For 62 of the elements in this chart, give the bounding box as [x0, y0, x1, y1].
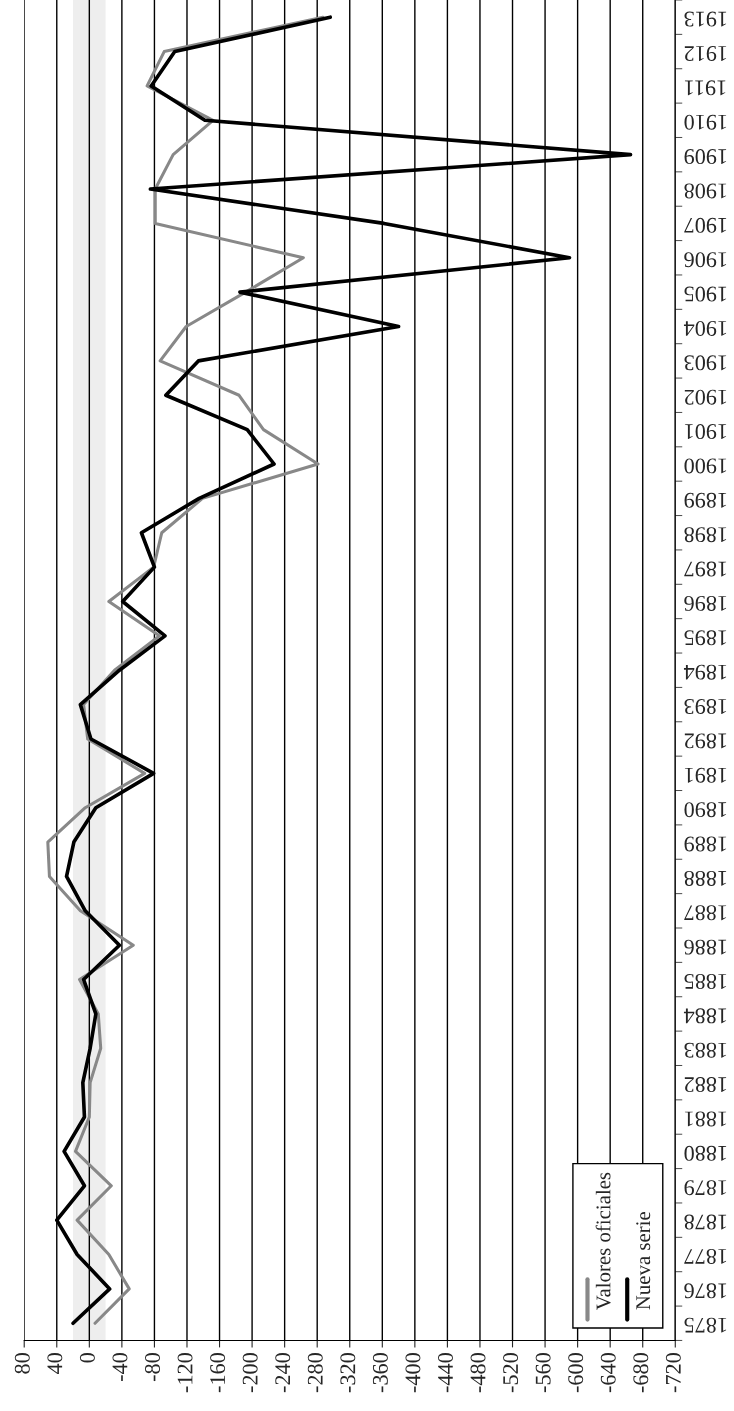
x-tick-label: -720 [665, 1353, 681, 1393]
x-tick-label: -640 [600, 1353, 616, 1393]
x-tick-label: -480 [470, 1353, 486, 1393]
y-tick-label: 1899 [684, 492, 727, 508]
y-tick-label: 1875 [684, 1317, 727, 1333]
x-tick-label: -680 [633, 1353, 649, 1393]
y-tick-label: 1886 [684, 939, 727, 955]
x-tick-label: 80 [14, 1353, 30, 1374]
y-tick-label: 1890 [684, 802, 727, 818]
x-tick-label: -520 [503, 1353, 519, 1393]
y-tick-label: 1880 [684, 1145, 727, 1161]
y-tick-label: 1911 [684, 80, 726, 96]
x-tick-label: -200 [242, 1353, 258, 1393]
x-tick-label: -400 [405, 1353, 421, 1393]
x-tick-label: -440 [437, 1353, 453, 1393]
y-tick-label: 1901 [684, 424, 727, 440]
y-tick-label: 1904 [683, 320, 727, 336]
y-tick-label: 1887 [684, 905, 727, 921]
y-tick-label: 1900 [684, 458, 727, 474]
x-tick-label: -160 [210, 1353, 226, 1393]
x-tick-label: -320 [340, 1353, 356, 1393]
y-tick-label: 1907 [684, 217, 727, 233]
y-tick-label: 1891 [684, 767, 727, 783]
text: Nueva serie [636, 1212, 651, 1310]
y-tick-label: 1913 [684, 11, 727, 27]
y-tick-label: 1912 [684, 45, 727, 61]
y-tick-label: 1888 [684, 870, 727, 886]
y-tick-label: 1903 [684, 355, 727, 371]
y-tick-label: 1883 [684, 1042, 727, 1058]
y-tick-label: 1893 [684, 699, 727, 715]
y-tick-label: 1897 [684, 561, 727, 577]
y-tick-label: 1896 [684, 595, 727, 611]
y-tick-label: 1881 [684, 1111, 727, 1127]
y-tick-label: 1909 [684, 149, 727, 165]
y-tick-label: 1894 [683, 664, 727, 680]
text: Valores oficiales [595, 1172, 611, 1310]
y-tick-label: 1902 [684, 389, 727, 405]
y-tick-label: 1876 [684, 1283, 727, 1299]
y-tick-label: 1878 [684, 1214, 727, 1230]
x-tick-label: 40 [47, 1353, 63, 1375]
y-tick-label: 1906 [684, 252, 727, 268]
x-tick-label: -360 [372, 1353, 388, 1393]
y-tick-label: 1889 [684, 836, 727, 852]
y-tick-label: 1884 [683, 1008, 727, 1024]
x-tick-label: -560 [535, 1353, 551, 1393]
x-tick-label: -280 [307, 1353, 323, 1393]
y-tick-label: 1898 [684, 527, 727, 543]
x-tick-label: -240 [275, 1353, 291, 1393]
x-tick-label: -80 [145, 1353, 160, 1382]
x-tick-label: -120 [177, 1353, 193, 1393]
y-tick-label: 1908 [684, 183, 727, 199]
x-tick-label: -40 [112, 1353, 128, 1382]
y-tick-label: 1885 [684, 974, 727, 989]
y-tick-label: 1882 [684, 1077, 727, 1093]
y-tick-label: 1892 [684, 733, 727, 749]
x-tick-label: -600 [568, 1353, 584, 1393]
x-tick-label: 0 [79, 1353, 95, 1363]
y-tick-label: 1877 [684, 1248, 727, 1264]
y-tick-label: 1910 [684, 114, 727, 130]
y-tick-label: 1895 [684, 630, 727, 646]
y-tick-label: 1905 [684, 286, 727, 302]
y-tick-label: 1879 [684, 1180, 727, 1196]
